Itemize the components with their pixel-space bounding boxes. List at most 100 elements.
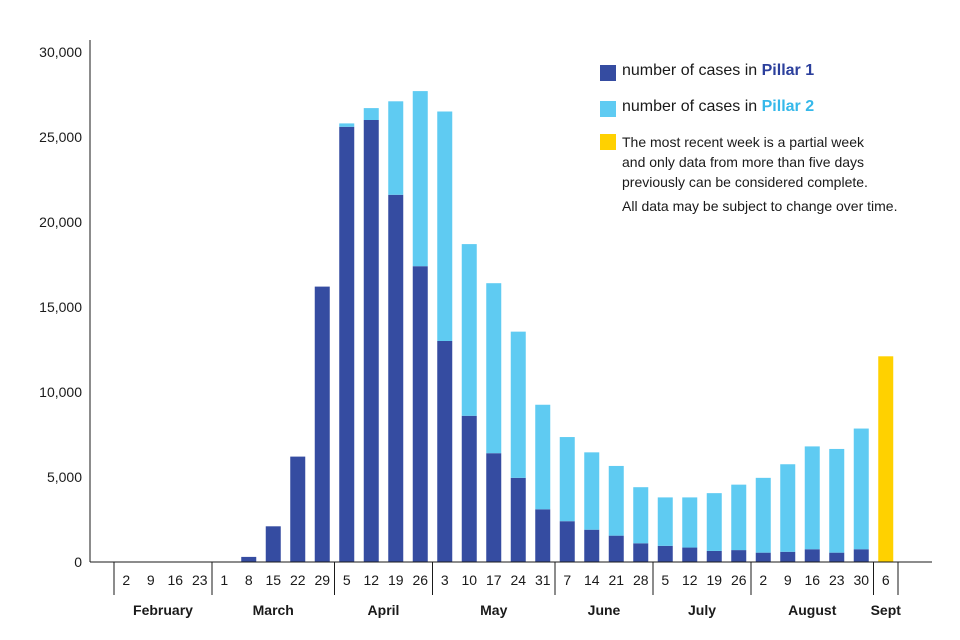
bar-pillar-1 [829, 552, 845, 562]
bar-pillar-2 [339, 123, 355, 127]
y-tick-label: 20,000 [39, 214, 82, 230]
x-tick-label: 24 [510, 572, 526, 588]
bar-pillar-1 [584, 529, 600, 562]
note-line-2: and only data from more than five days [622, 154, 865, 170]
x-tick-label: 26 [731, 572, 747, 588]
bar-pillar-2 [682, 497, 698, 548]
bar-pillar-2 [461, 244, 477, 416]
bar-pillar-1 [559, 521, 575, 562]
x-tick-label: 5 [661, 572, 669, 588]
legend-note-partial-week: The most recent week is a partial week a… [600, 132, 940, 192]
bar-pillar-2 [804, 446, 820, 550]
bar-pillar-1 [388, 194, 404, 563]
x-tick-label: 12 [682, 572, 698, 588]
bar-partial-week [878, 356, 894, 562]
x-tick-label: 1 [220, 572, 228, 588]
x-tick-label: 9 [147, 572, 155, 588]
bar-pillar-2 [853, 428, 869, 550]
month-label: Sept [871, 602, 902, 618]
y-tick-label: 10,000 [39, 384, 82, 400]
month-label: July [688, 602, 716, 618]
bar-pillar-1 [780, 551, 796, 562]
month-label: April [368, 602, 400, 618]
y-tick-label: 15,000 [39, 299, 82, 315]
bar-pillar-2 [608, 465, 624, 536]
partial-week-swatch [600, 134, 616, 150]
legend-item-pillar1: number of cases in Pillar 1 [600, 60, 940, 84]
x-tick-label: 15 [265, 572, 281, 588]
bar-pillar-2 [584, 452, 600, 530]
y-tick-label: 30,000 [39, 44, 82, 60]
bar-pillar-1 [339, 126, 355, 563]
bar-pillar-1 [241, 556, 257, 562]
x-axis: 2 9 16 23 1 8 15 22 29 5 12 19 26 3 10 17 24 31 7 14 21 28 5 12… [90, 561, 932, 618]
bar-pillar-1 [290, 456, 306, 562]
month-label: June [588, 602, 621, 618]
x-tick-label: 22 [290, 572, 306, 588]
y-tick-label: 0 [74, 554, 82, 570]
bar-pillar-2 [755, 477, 771, 553]
x-tick-label: 2 [122, 572, 130, 588]
x-tick-label: 21 [608, 572, 624, 588]
legend-pillar2-name: Pillar 2 [761, 98, 815, 115]
legend-note-subject-to-change: All data may be subject to change over t… [622, 198, 898, 214]
bar-pillar-2 [706, 493, 722, 551]
bar-pillar-2 [486, 283, 502, 454]
month-label: August [788, 602, 837, 618]
bar-pillar-2 [657, 497, 673, 546]
bars [241, 91, 894, 563]
x-tick-label: 29 [314, 572, 330, 588]
x-tick-label: 19 [706, 572, 722, 588]
bar-pillar-1 [314, 286, 330, 562]
month-label: February [133, 602, 193, 618]
bar-pillar-1 [731, 550, 747, 562]
x-tick-label: 7 [563, 572, 571, 588]
bar-pillar-2 [731, 484, 747, 551]
bar-pillar-1 [265, 526, 281, 562]
bar-pillar-1 [510, 477, 526, 562]
bar-pillar-2 [510, 331, 526, 478]
x-tick-label: 3 [441, 572, 449, 588]
x-tick-label: 8 [245, 572, 253, 588]
note-line-3: previously can be considered complete. [622, 174, 868, 190]
x-tick-label: 16 [167, 572, 183, 588]
bar-pillar-2 [388, 101, 404, 195]
legend-pillar1-name: Pillar 1 [761, 62, 815, 79]
month-label: March [253, 602, 294, 618]
x-tick-label: 19 [388, 572, 404, 588]
x-tick-label: 26 [412, 572, 428, 588]
x-tick-label: 6 [882, 572, 890, 588]
bar-pillar-2 [780, 464, 796, 552]
bar-pillar-2 [559, 437, 575, 522]
x-tick-label: 12 [363, 572, 379, 588]
bar-pillar-1 [486, 453, 502, 562]
bar-pillar-1 [755, 552, 771, 562]
x-tick-label: 14 [584, 572, 600, 588]
legend-pillar2-prefix: number of cases in [622, 98, 762, 115]
bar-pillar-1 [437, 341, 453, 562]
bar-pillar-1 [535, 509, 551, 562]
bar-pillar-2 [363, 108, 379, 120]
bar-pillar-1 [363, 120, 379, 562]
bar-pillar-2 [437, 111, 453, 341]
bar-pillar-1 [633, 543, 649, 562]
bar-pillar-2 [633, 487, 649, 544]
bar-pillar-2 [829, 448, 845, 553]
y-tick-label: 25,000 [39, 129, 82, 145]
bar-pillar-1 [461, 415, 477, 562]
month-label: May [480, 602, 507, 618]
legend-item-pillar2: number of cases in Pillar 2 [600, 96, 940, 120]
x-tick-label: 2 [759, 572, 767, 588]
x-tick-label: 30 [853, 572, 869, 588]
x-tick-label: 31 [535, 572, 551, 588]
x-tick-label: 23 [829, 572, 845, 588]
bar-pillar-2 [412, 91, 428, 267]
bar-pillar-1 [804, 549, 820, 562]
x-tick-label: 10 [461, 572, 477, 588]
pillar2-swatch [600, 101, 616, 117]
x-tick-label: 17 [486, 572, 502, 588]
bar-pillar-2 [535, 404, 551, 510]
bar-pillar-1 [657, 545, 673, 562]
x-tick-label: 28 [633, 572, 649, 588]
